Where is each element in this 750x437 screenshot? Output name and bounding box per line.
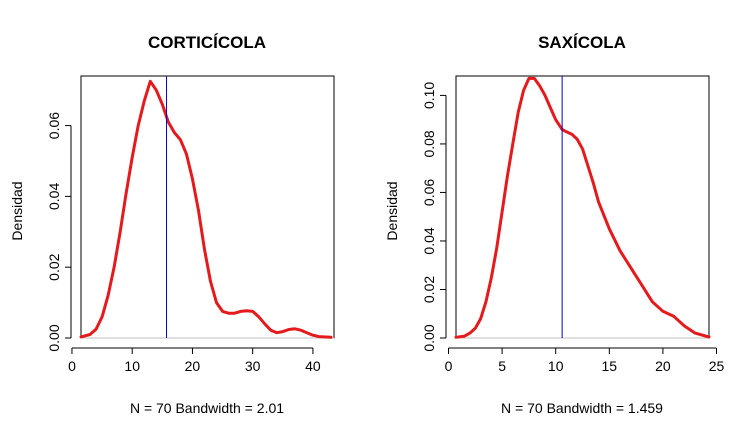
density-curve (454, 76, 711, 339)
y-tick-label: 0.04 (46, 183, 62, 210)
x-tick-label: 10 (548, 358, 564, 374)
y-tick-label: 0.04 (421, 227, 437, 254)
y-tick-label: 0.08 (421, 130, 437, 157)
corticicola-panel: CORTICÍCOLA 0 10 20 30 40 0.00 0.02 0.04 0.06 Dens… (9, 33, 335, 416)
x-tick-label: 20 (655, 358, 671, 374)
x-tick-label: 0 (68, 358, 76, 374)
x-tick-label: 15 (602, 358, 618, 374)
y-axis-label: Densidad (384, 181, 400, 240)
chart-title: SAXÍCOLA (538, 33, 626, 52)
plot-frame (455, 75, 710, 339)
y-tick-label: 0.02 (421, 276, 437, 303)
y-tick-label: 0.02 (46, 253, 62, 280)
chart-title: CORTICÍCOLA (148, 33, 266, 52)
x-tick-label: 0 (445, 358, 453, 374)
x-tick-label: 40 (305, 358, 321, 374)
saxicola-panel: SAXÍCOLA 0 5 10 15 20 25 0.00 0.02 0.04 0.06 0.08 0.… (384, 33, 725, 416)
x-axis-label: N = 70 Bandwidth = 1.459 (501, 400, 663, 416)
density-curve (79, 79, 333, 339)
x-tick-label: 5 (498, 358, 506, 374)
x-tick-label: 30 (245, 358, 261, 374)
y-tick-label: 0.10 (421, 82, 437, 109)
x-axis-label: N = 70 Bandwidth = 2.01 (130, 400, 284, 416)
x-tick-label: 25 (709, 358, 725, 374)
y-tick-label: 0.06 (421, 179, 437, 206)
plot-frame (80, 75, 335, 339)
y-tick-label: 0.00 (46, 324, 62, 351)
y-axis-label: Densidad (9, 181, 25, 240)
x-tick-label: 10 (124, 358, 140, 374)
y-tick-label: 0.06 (46, 112, 62, 139)
x-tick-label: 20 (185, 358, 201, 374)
y-tick-label: 0.00 (421, 324, 437, 351)
